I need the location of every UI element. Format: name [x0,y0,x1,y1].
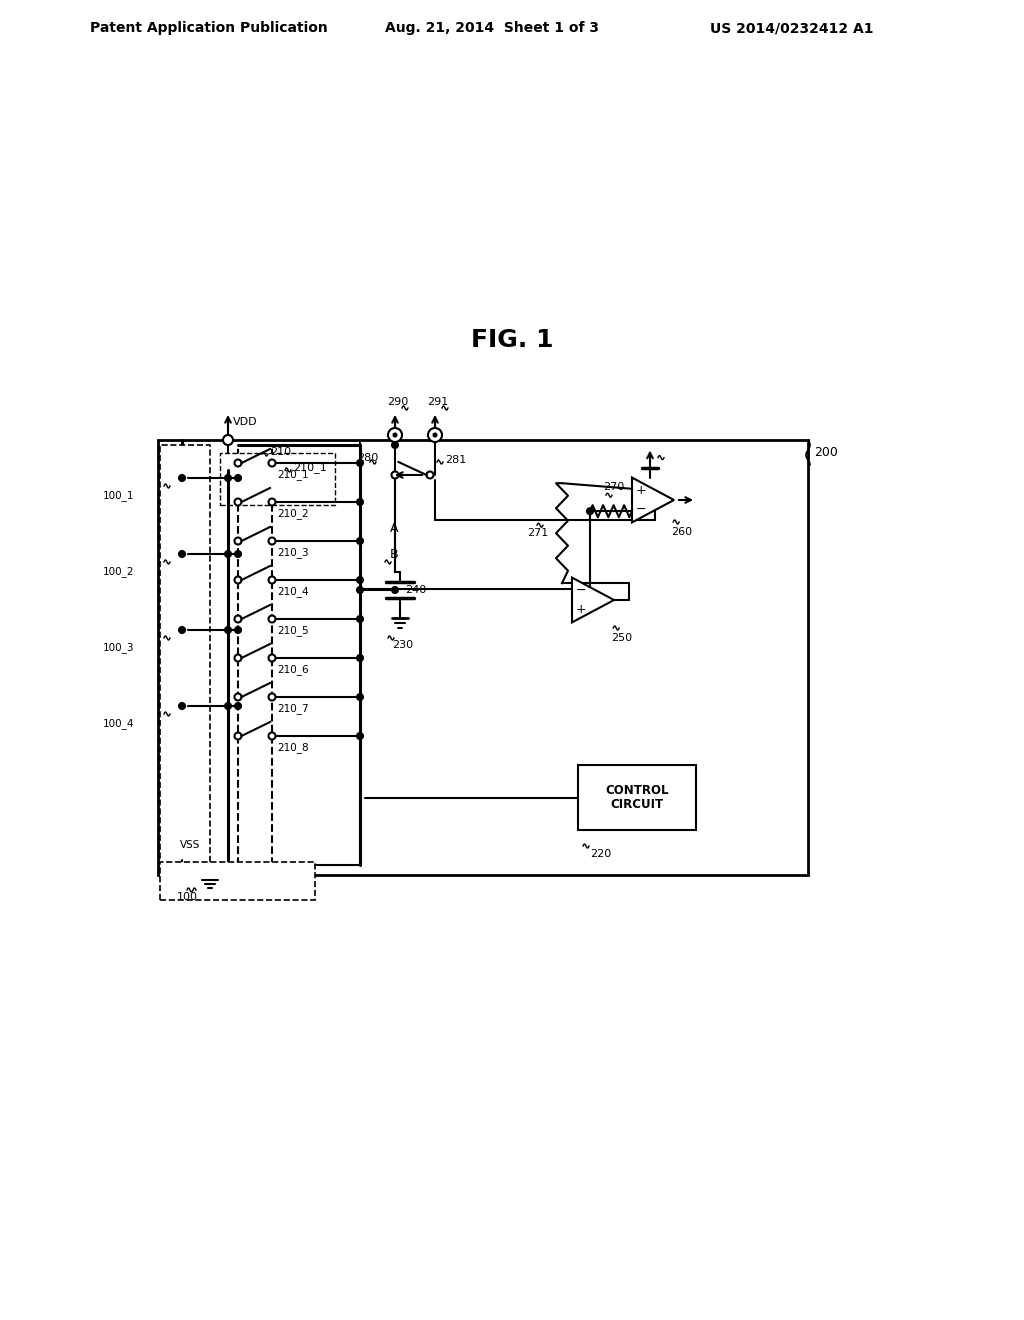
Text: 200: 200 [814,446,838,458]
Text: 210_8: 210_8 [278,743,308,754]
Circle shape [234,733,242,739]
Circle shape [587,508,593,515]
Bar [578,766,696,830]
Circle shape [427,471,433,479]
Text: 260: 260 [671,527,692,537]
Text: 100_1: 100_1 [103,491,134,502]
Bar [220,453,335,506]
Circle shape [223,436,233,445]
Circle shape [225,704,231,709]
Text: A: A [390,521,398,535]
Circle shape [268,693,275,701]
Text: Aug. 21, 2014  Sheet 1 of 3: Aug. 21, 2014 Sheet 1 of 3 [385,21,599,36]
Circle shape [268,577,275,583]
Circle shape [392,587,398,593]
Text: 280: 280 [357,453,378,463]
Bar [158,440,808,875]
Circle shape [225,475,231,480]
Text: CONTROL
CIRCUIT: CONTROL CIRCUIT [605,784,669,812]
Text: US 2014/0232412 A1: US 2014/0232412 A1 [710,21,873,36]
Text: 290: 290 [387,397,409,407]
Circle shape [234,550,241,557]
Text: 271: 271 [527,528,548,539]
Text: 210_4: 210_4 [278,586,308,598]
Text: 210_7: 210_7 [278,704,308,714]
Circle shape [179,704,185,709]
Text: 210_5: 210_5 [278,626,308,636]
Text: 100_2: 100_2 [103,566,134,577]
Circle shape [234,499,242,506]
Circle shape [234,655,242,661]
Text: 100_3: 100_3 [103,643,134,653]
Text: 210: 210 [270,447,291,457]
Circle shape [357,616,362,622]
Circle shape [268,733,275,739]
Text: 250: 250 [611,634,633,643]
Text: 210_6: 210_6 [278,664,308,676]
Text: 281: 281 [445,455,466,465]
Circle shape [234,475,241,480]
Text: FIG. 1: FIG. 1 [471,327,553,352]
Text: +: + [575,603,587,616]
Text: 210_3: 210_3 [278,548,308,558]
Circle shape [388,428,402,442]
Circle shape [234,537,242,544]
Text: B: B [390,549,398,561]
Bar [160,445,210,865]
Text: 220: 220 [590,849,611,859]
Circle shape [428,428,442,442]
Circle shape [234,577,242,583]
Text: −: − [575,583,587,597]
Text: 210_1: 210_1 [278,470,308,480]
Circle shape [234,704,241,709]
Circle shape [433,433,436,437]
Circle shape [234,693,242,701]
Circle shape [234,627,241,634]
Circle shape [179,627,185,634]
Circle shape [357,655,362,661]
Circle shape [357,694,362,700]
Circle shape [268,499,275,506]
Text: 240: 240 [406,585,426,595]
Circle shape [268,655,275,661]
Text: −: − [636,503,646,516]
Circle shape [225,627,231,634]
Circle shape [392,442,398,447]
Circle shape [357,539,362,544]
Text: Patent Application Publication: Patent Application Publication [90,21,328,36]
Text: 100: 100 [177,892,198,902]
Circle shape [179,550,185,557]
Text: 230: 230 [392,640,413,649]
Circle shape [234,459,242,466]
Polygon shape [632,478,674,523]
Circle shape [357,577,362,583]
Circle shape [393,433,396,437]
Circle shape [357,459,362,466]
Circle shape [268,459,275,466]
Polygon shape [572,578,614,623]
Circle shape [357,587,362,593]
Circle shape [357,733,362,739]
Text: VSS: VSS [180,840,201,850]
Circle shape [268,537,275,544]
Circle shape [391,471,398,479]
Circle shape [234,615,242,623]
Text: +: + [636,483,646,496]
Text: 210_2: 210_2 [278,508,308,520]
Text: VDD: VDD [233,417,258,426]
Text: 291: 291 [427,397,449,407]
Circle shape [225,550,231,557]
Circle shape [268,615,275,623]
Text: 270: 270 [603,482,625,492]
Text: 100_4: 100_4 [103,718,134,730]
Bar [160,862,315,900]
Circle shape [357,499,362,506]
Circle shape [179,475,185,480]
Text: 210_1: 210_1 [293,462,327,474]
